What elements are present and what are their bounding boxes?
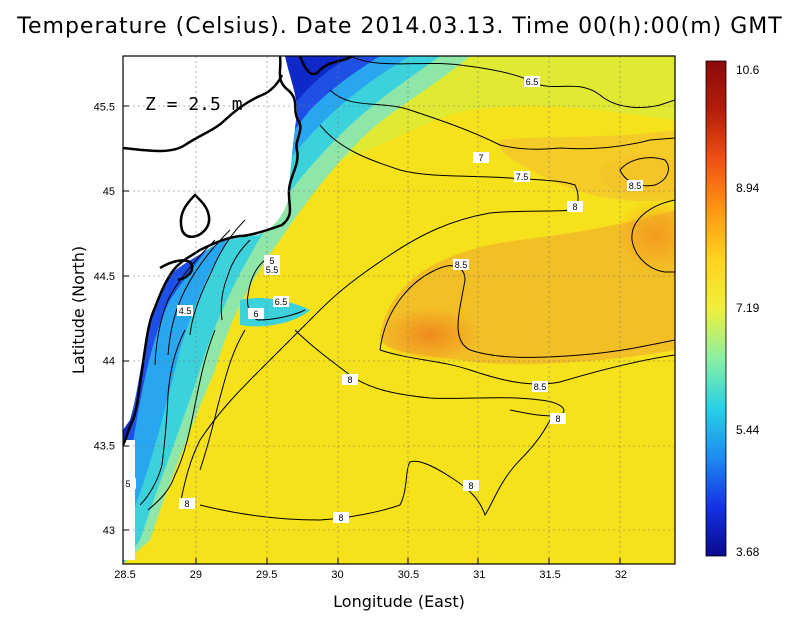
contour-label: 5: [123, 478, 136, 489]
chart-title: Temperature (Celsius). Date 2014.03.13. …: [17, 14, 783, 39]
x-tick-label: 32: [615, 569, 627, 581]
contour-label-text: 8: [338, 513, 343, 523]
contour-label-text: 8.5: [629, 181, 642, 191]
contour-lines: [139, 56, 675, 521]
y-tick-label: 44.5: [94, 271, 115, 283]
contour-label: 8: [333, 512, 349, 523]
contour-label-text: 8: [555, 414, 560, 424]
contour-label: 7.5: [514, 171, 530, 182]
contour-label-text: 5: [125, 479, 130, 489]
contour-label-text: 8: [572, 202, 577, 212]
contour-label: 8: [550, 413, 566, 424]
colorbar-tick-labels: 10.6 8.94 7.19 5.44 3.68: [736, 63, 760, 559]
contour-label-text: 7.5: [516, 172, 529, 182]
contour-label: 8: [463, 480, 479, 491]
contour-label: 5: [264, 255, 280, 266]
x-axis-label: Longitude (East): [333, 592, 465, 611]
contour-label: 6.5: [524, 76, 540, 87]
contour-label-text: 6.5: [526, 77, 539, 87]
contour-label-text: 8.5: [455, 260, 468, 270]
contour-label: 6: [248, 308, 264, 319]
y-axis-label: Latitude (North): [69, 246, 88, 374]
colorbar-tick-label: 7.19: [736, 301, 760, 315]
contour-label: 4.5: [177, 305, 193, 316]
contour-label: 8: [567, 201, 583, 212]
x-tick-label: 30.5: [398, 569, 419, 581]
x-tick-label: 28.5: [114, 569, 135, 581]
x-tick-label: 31: [473, 569, 485, 581]
contour-label-text: 8: [347, 375, 352, 385]
contour-label: 8.5: [627, 180, 643, 191]
contour-label-text: 8: [184, 499, 189, 509]
colorbar-tick-label: 10.6: [736, 63, 760, 77]
colorbar-tick-label: 3.68: [736, 545, 760, 559]
x-tick-label: 30: [331, 569, 343, 581]
contour-label-text: 5.5: [266, 265, 279, 275]
axis-tick-marks: [123, 105, 621, 564]
y-tick-label: 45.5: [94, 101, 115, 113]
y-tick-label: 45: [103, 186, 115, 198]
contour-label-text: 5: [269, 256, 274, 266]
contour-label-text: 8.5: [534, 382, 547, 392]
contour-label-text: 7: [478, 153, 483, 163]
y-tick-label: 43.5: [94, 440, 115, 452]
depth-label: Z = 2.5 m: [145, 94, 243, 115]
contour-label: 8.5: [453, 259, 469, 270]
colorbar-tick-label: 5.44: [736, 423, 760, 437]
contour-label: 8: [342, 374, 358, 385]
y-tick-labels: 43 43.5 44 44.5 45 45.5: [94, 101, 115, 537]
plot-frame: [122, 55, 676, 565]
contour-label-text: 8: [468, 481, 473, 491]
contour-label: 7: [473, 152, 489, 163]
contour-label-text: 6: [253, 309, 258, 319]
contour-label-text: 6.5: [275, 297, 288, 307]
grid-lines: [123, 56, 675, 564]
x-tick-label: 31.5: [539, 569, 560, 581]
y-tick-label: 44: [103, 356, 115, 368]
x-tick-label: 29.5: [256, 569, 277, 581]
colorbar: [705, 60, 727, 557]
colorbar-tick-label: 8.94: [736, 181, 760, 195]
y-tick-label: 43: [103, 525, 115, 537]
contour-label: 8.5: [532, 381, 548, 392]
contour-label: 6.5: [273, 296, 289, 307]
x-tick-label: 29: [190, 569, 202, 581]
contour-label: 5.5: [264, 264, 280, 275]
x-tick-labels: 28.5 29 29.5 30 30.5 31 31.5 32: [114, 569, 627, 581]
contour-label: 8: [179, 498, 195, 509]
contour-label-text: 4.5: [179, 306, 192, 316]
